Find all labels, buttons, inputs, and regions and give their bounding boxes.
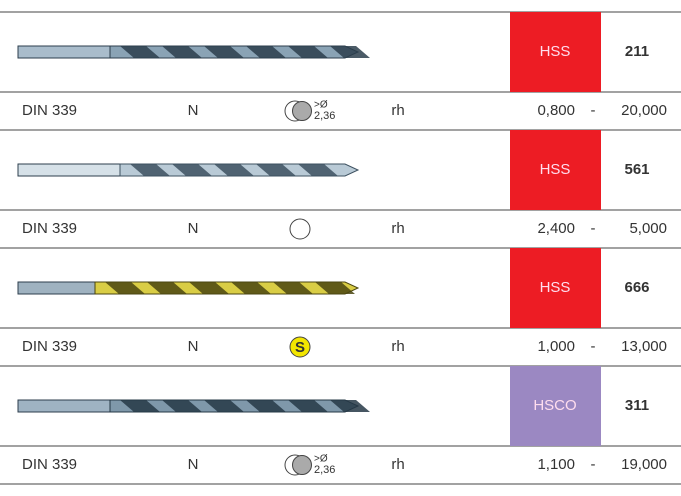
product-code: 211	[625, 43, 649, 60]
material-cell	[510, 366, 601, 446]
drill-flute	[288, 46, 328, 58]
drill-flute	[204, 46, 244, 58]
range-max: 20,000	[621, 102, 667, 119]
drill-flute	[147, 282, 187, 294]
range-max: 5,000	[629, 220, 667, 237]
drill-flute	[204, 400, 244, 412]
drill-shank	[17, 281, 96, 295]
direction: rh	[391, 456, 404, 473]
drill-image	[17, 281, 360, 295]
direction: rh	[391, 338, 404, 355]
drill-image	[17, 399, 370, 413]
material: HSS	[540, 279, 571, 296]
type: N	[188, 338, 199, 355]
product-code: 311	[625, 397, 649, 414]
range-sep: -	[591, 338, 596, 355]
product-code: 666	[624, 279, 649, 296]
standard: DIN 339	[22, 220, 77, 237]
drill-shank	[17, 163, 121, 177]
icon-label: >Ø	[314, 454, 328, 465]
drill-flute	[120, 46, 160, 58]
type: N	[188, 102, 199, 119]
drill-image	[17, 45, 370, 59]
standard: DIN 339	[22, 456, 77, 473]
material: HSS	[540, 43, 571, 60]
drill-image	[17, 163, 360, 177]
direction: rh	[391, 102, 404, 119]
range-min: 1,100	[537, 456, 575, 473]
drill-flute	[315, 282, 355, 294]
drill-flute	[256, 164, 296, 176]
icon-label: >Ø	[314, 100, 328, 111]
drill-shank	[17, 399, 111, 413]
type: N	[188, 220, 199, 237]
range-sep: -	[591, 456, 596, 473]
drill-flute	[288, 400, 328, 412]
drill-flute	[162, 400, 202, 412]
type: N	[188, 456, 199, 473]
icon-sub: 2,36	[314, 464, 335, 476]
material: HSS	[540, 161, 571, 178]
range-max: 19,000	[621, 456, 667, 473]
range-min: 2,400	[537, 220, 575, 237]
drill-flute	[330, 400, 370, 412]
drill-flute	[273, 282, 313, 294]
drill-flute	[231, 282, 271, 294]
range-max: 13,000	[621, 338, 667, 355]
drill-flute	[105, 282, 145, 294]
material-cell	[510, 12, 601, 92]
direction: rh	[391, 220, 404, 237]
drill-flute	[172, 164, 212, 176]
icon-fill	[292, 455, 312, 475]
standard: DIN 339	[22, 338, 77, 355]
drill-flute	[246, 400, 286, 412]
product-code: 561	[624, 161, 649, 178]
drill-flute	[214, 164, 254, 176]
drill-flute	[120, 400, 160, 412]
icon-sub: 2,36	[314, 110, 335, 122]
range-sep: -	[591, 220, 596, 237]
icon-label: S	[295, 339, 305, 356]
range-min: 1,000	[537, 338, 575, 355]
drill-flute	[330, 46, 370, 58]
drill-flute	[130, 164, 170, 176]
material-cell	[510, 130, 601, 210]
material: HSCO	[533, 397, 576, 414]
icon-ring	[289, 218, 311, 240]
drill-flute	[246, 46, 286, 58]
material-cell	[510, 248, 601, 328]
range-min: 0,800	[537, 102, 575, 119]
icon-fill	[292, 101, 312, 121]
range-sep: -	[591, 102, 596, 119]
drill-shank	[17, 45, 111, 59]
standard: DIN 339	[22, 102, 77, 119]
icon-coating	[289, 336, 311, 358]
drill-flute	[162, 46, 202, 58]
drill-flute	[298, 164, 338, 176]
drill-flute	[189, 282, 229, 294]
